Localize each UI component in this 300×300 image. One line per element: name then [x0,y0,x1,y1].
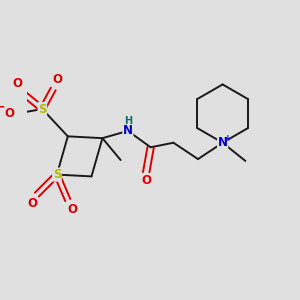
Text: O: O [141,173,151,187]
Text: N: N [123,124,133,137]
Text: H: H [124,116,132,126]
Text: −: − [0,101,6,114]
Text: +: + [224,134,232,143]
Text: S: S [38,103,46,116]
Text: O: O [68,203,77,216]
Text: O: O [27,197,37,210]
Text: O: O [13,77,23,90]
Text: S: S [52,168,61,181]
Text: O: O [53,74,63,86]
Text: O: O [4,107,14,120]
Text: N: N [218,136,228,149]
